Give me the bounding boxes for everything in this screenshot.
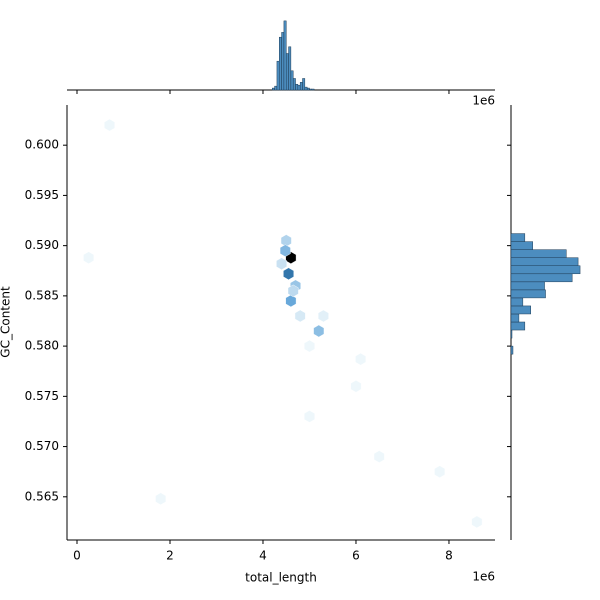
marginal-x-bar bbox=[279, 36, 282, 91]
hexbin bbox=[434, 465, 446, 478]
y-tick-label: 0.575 bbox=[25, 389, 59, 403]
marginal-y-bar bbox=[510, 313, 520, 323]
y-tick-label: 0.595 bbox=[25, 188, 59, 202]
hexbin bbox=[350, 380, 362, 393]
y-tick-label: 0.600 bbox=[25, 138, 59, 152]
marginal-x-bar bbox=[285, 53, 289, 91]
marginal-y-bar bbox=[510, 289, 546, 299]
marginal-y-bar bbox=[510, 281, 545, 291]
hexbin bbox=[471, 515, 483, 529]
hexbin bbox=[318, 309, 329, 323]
hexbin bbox=[373, 450, 385, 463]
y-tick-label: 0.585 bbox=[25, 288, 59, 302]
x-tick-label: 0 bbox=[73, 549, 81, 563]
marginal-x-bar bbox=[306, 87, 310, 91]
hexbin bbox=[279, 244, 291, 257]
marginal-x-bar bbox=[311, 88, 315, 91]
marginal-y-bar bbox=[510, 305, 531, 315]
x-offset-label: 1e6 bbox=[472, 570, 495, 584]
hexbin bbox=[280, 234, 292, 247]
x-tick-label: 2 bbox=[166, 549, 174, 563]
hexbin bbox=[285, 294, 297, 308]
hexbin bbox=[287, 284, 299, 298]
marginal-x-bar bbox=[274, 85, 278, 91]
marginal-x-bar bbox=[288, 46, 292, 91]
marginal-x-bar bbox=[290, 70, 294, 91]
marginal-y-bar bbox=[510, 329, 513, 339]
hexbin bbox=[355, 352, 367, 366]
x-tick-label: 4 bbox=[259, 549, 267, 563]
marginal-y-bar bbox=[510, 265, 581, 275]
marginal-y-bar bbox=[510, 345, 514, 355]
hexbin bbox=[304, 339, 315, 353]
marginal-x-bar bbox=[272, 87, 275, 91]
y-tick-label: 0.565 bbox=[25, 489, 59, 503]
marginal-y-bar bbox=[510, 249, 567, 258]
hexbin bbox=[294, 309, 306, 323]
marginal-x-bar bbox=[309, 88, 313, 91]
marginal-x-bar bbox=[281, 32, 285, 91]
marginal-y-bar bbox=[510, 257, 579, 266]
x-tick-label: 8 bbox=[445, 549, 453, 563]
y-axis-label: GC_Content bbox=[0, 286, 13, 358]
marginal-x-bar bbox=[283, 20, 287, 91]
x-axis-label: total_length bbox=[245, 571, 317, 585]
marginal-x-bar bbox=[299, 82, 303, 91]
hexbin bbox=[313, 324, 325, 338]
marginal-x-bar bbox=[304, 86, 308, 91]
x-tick-label: 6 bbox=[352, 549, 360, 563]
hexbin bbox=[83, 251, 95, 264]
hexbin bbox=[304, 410, 315, 423]
marginal-x-offset-label: 1e6 bbox=[472, 94, 495, 108]
marginal-y-bar bbox=[510, 273, 573, 283]
marginal-y-bar bbox=[510, 297, 524, 307]
marginal-y-bar bbox=[510, 321, 526, 331]
hexbin bbox=[276, 257, 287, 270]
marginal-x-bar bbox=[297, 84, 301, 91]
y-tick-label: 0.570 bbox=[25, 439, 59, 453]
marginal-x-bar bbox=[295, 83, 299, 91]
marginal-y-bar bbox=[510, 233, 526, 242]
hexbin bbox=[104, 118, 115, 132]
hexbin bbox=[155, 492, 167, 506]
marginal-x-bar bbox=[292, 78, 296, 91]
marginal-x-bar bbox=[302, 78, 306, 91]
hexbin bbox=[283, 267, 294, 281]
y-tick-label: 0.590 bbox=[25, 238, 59, 252]
marginal-y-bar bbox=[510, 241, 533, 250]
y-tick-label: 0.580 bbox=[25, 339, 59, 353]
marginal-x-bar bbox=[276, 60, 280, 91]
